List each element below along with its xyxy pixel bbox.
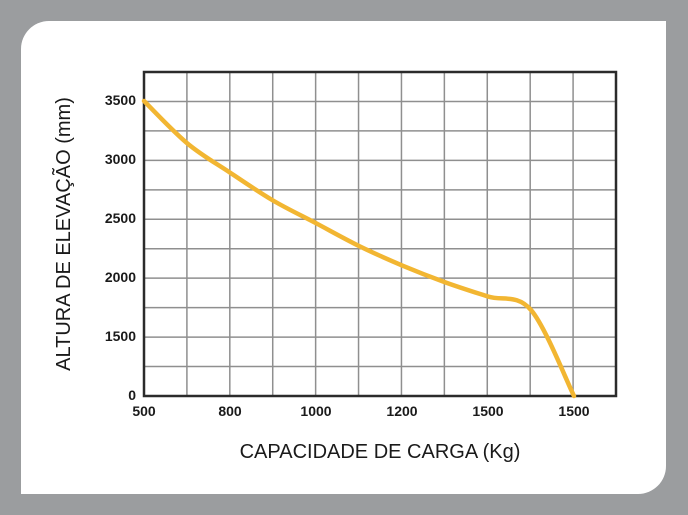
y-tick-label: 2000 xyxy=(105,269,136,285)
y-tick-label: 0 xyxy=(128,387,136,403)
chart-card xyxy=(21,21,666,494)
x-tick-labels: 500 800 1000 1200 1500 1500 xyxy=(132,403,589,419)
x-tick-label: 1500 xyxy=(558,403,589,419)
x-tick-label: 1200 xyxy=(386,403,417,419)
x-axis-title: CAPACIDADE DE CARGA (Kg) xyxy=(240,441,521,463)
x-tick-label: 800 xyxy=(218,403,242,419)
y-tick-labels: 0 1500 2000 2500 3000 3500 xyxy=(105,92,136,403)
y-tick-label: 3000 xyxy=(105,151,136,167)
plot-frame xyxy=(142,70,618,398)
y-axis-title: ALTURA DE ELEVAÇÃO (mm) xyxy=(51,97,75,371)
y-tick-label: 2500 xyxy=(105,210,136,226)
y-tick-label: 3500 xyxy=(105,92,136,108)
grid xyxy=(144,72,616,396)
x-tick-label: 1500 xyxy=(472,403,503,419)
y-tick-label: 1500 xyxy=(105,328,136,344)
x-tick-label: 1000 xyxy=(300,403,331,419)
capacity-curve xyxy=(141,98,577,399)
x-tick-label: 500 xyxy=(132,403,156,419)
